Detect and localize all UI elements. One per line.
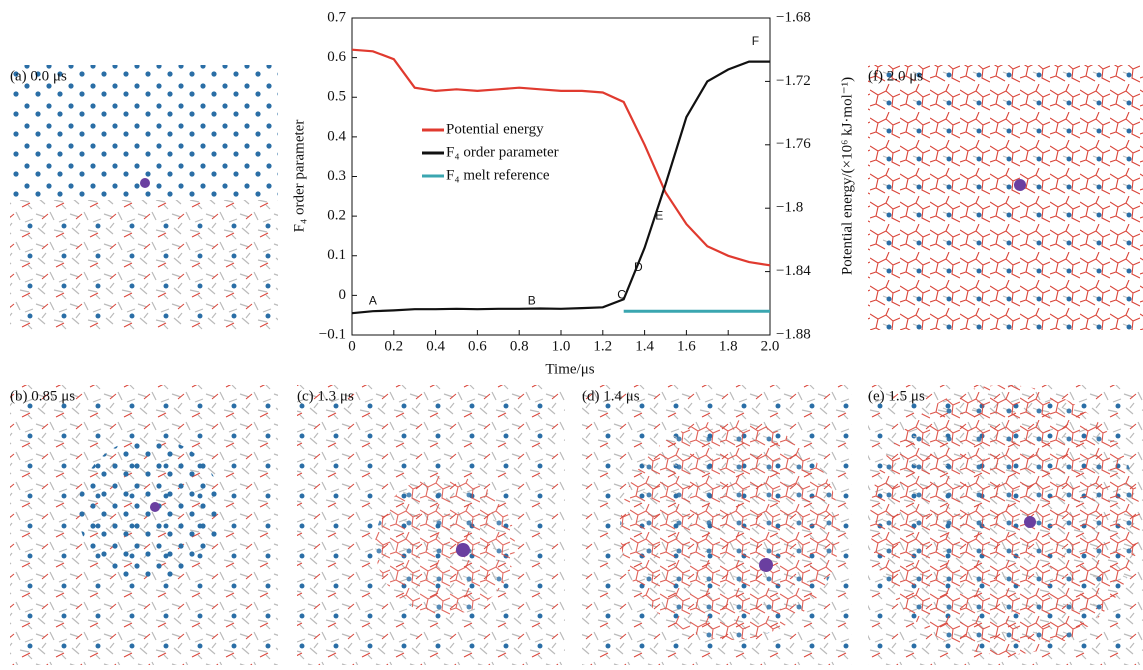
panel-label: (c) 1.3 μs xyxy=(297,388,354,404)
snapshot-region xyxy=(10,200,278,330)
point-label: E xyxy=(655,208,663,222)
y2-axis-label: Potential energy/(×10⁶ kJ·mol⁻¹) xyxy=(839,77,855,275)
x-tick-label: 2.0 xyxy=(761,338,780,354)
y2-tick-label: −1.88 xyxy=(776,326,811,342)
y-tick-label: 0 xyxy=(339,287,347,303)
x-tick-label: 1.4 xyxy=(635,338,654,354)
y2-tick-label: −1.72 xyxy=(776,73,811,89)
panel-label: (f) 2.0 μs xyxy=(868,68,923,84)
y-tick-label: 0.4 xyxy=(327,128,346,144)
y2-tick-label: −1.68 xyxy=(776,9,811,25)
point-label: A xyxy=(369,293,377,307)
x-tick-label: 1.6 xyxy=(677,338,696,354)
solute-atom xyxy=(456,543,470,557)
y-tick-label: 0.5 xyxy=(327,89,346,105)
x-tick-label: 1.2 xyxy=(593,338,612,354)
panel-label: (d) 1.4 μs xyxy=(582,388,640,404)
x-tick-label: 1.8 xyxy=(719,338,738,354)
x-axis-label: Time/μs xyxy=(545,361,594,377)
point-label: C xyxy=(617,288,626,302)
y-tick-label: 0.7 xyxy=(327,9,346,25)
x-tick-label: 0.2 xyxy=(384,338,403,354)
y-tick-label: 0.6 xyxy=(327,49,346,65)
y2-tick-label: −1.76 xyxy=(776,136,811,152)
solute-atom xyxy=(759,558,773,572)
snapshot-region xyxy=(375,475,515,615)
solute-atom xyxy=(1014,179,1026,191)
x-tick-label: 0 xyxy=(348,338,356,354)
series-line xyxy=(351,48,771,267)
point-label: F xyxy=(752,34,759,48)
x-tick-label: 0.6 xyxy=(468,338,487,354)
y-tick-label: 0.2 xyxy=(327,208,346,224)
point-label: B xyxy=(528,293,536,307)
panel-label: (b) 0.85 μs xyxy=(10,388,75,404)
solute-atom xyxy=(150,502,160,512)
plot-frame xyxy=(351,17,771,336)
panel-label: (a) 0.0 μs xyxy=(10,68,67,84)
y-tick-label: 0.3 xyxy=(327,168,346,184)
snapshot-region xyxy=(620,420,840,640)
legend-label: F₄ melt reference xyxy=(446,167,550,183)
snapshot-region xyxy=(870,385,1140,655)
series-line xyxy=(351,60,770,315)
solute-atom xyxy=(140,178,150,188)
y2-tick-label: −1.8 xyxy=(776,200,803,216)
legend-label: Potential energy xyxy=(446,121,544,137)
solute-atom xyxy=(1024,516,1036,528)
y2-tick-label: −1.84 xyxy=(776,263,811,279)
snapshot-region xyxy=(868,65,1143,330)
snapshots xyxy=(10,65,1143,665)
x-tick-label: 0.8 xyxy=(510,338,529,354)
legend-label: F₄ order parameter xyxy=(446,144,559,160)
snapshot-region xyxy=(78,438,222,582)
snapshot-region xyxy=(10,65,278,200)
y-tick-label: −0.1 xyxy=(319,326,346,342)
x-tick-label: 0.4 xyxy=(426,338,445,354)
panel-label: (e) 1.5 μs xyxy=(868,388,925,404)
y-axis-label: F₄ order parameter xyxy=(291,120,307,233)
y-tick-label: 0.1 xyxy=(327,247,346,263)
point-label: D xyxy=(634,260,643,274)
x-tick-label: 1.0 xyxy=(552,338,571,354)
